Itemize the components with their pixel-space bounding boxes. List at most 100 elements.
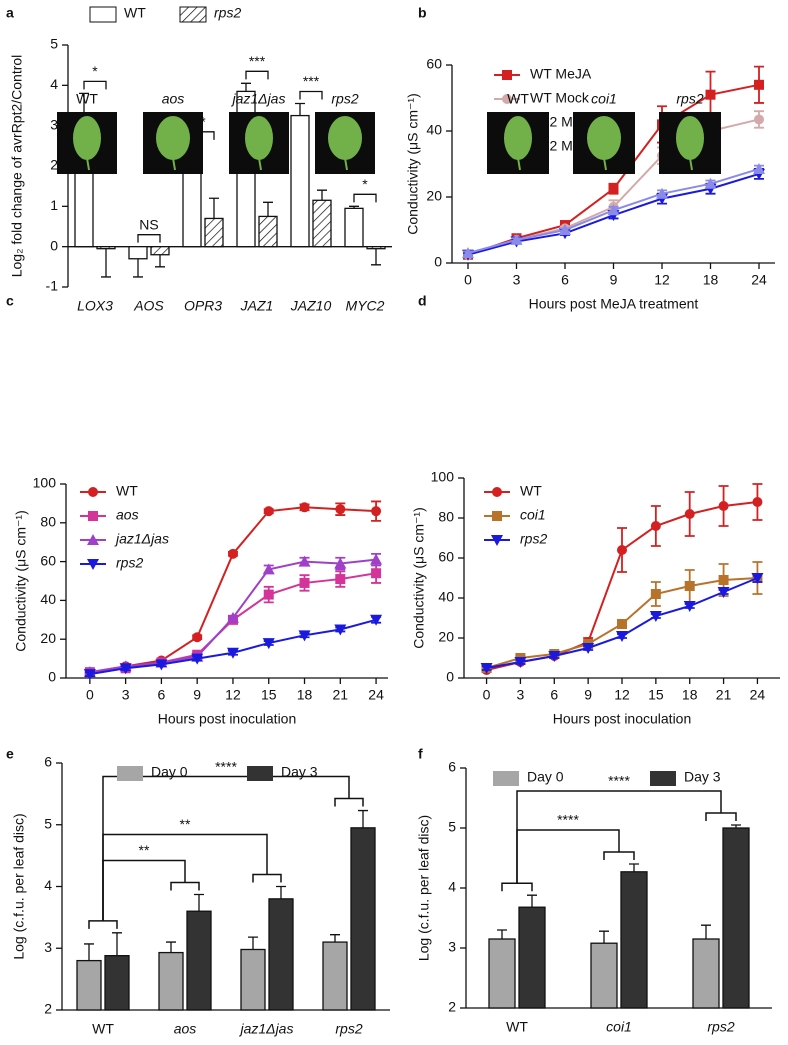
data-point (227, 548, 238, 559)
y-tick-label: 5 (50, 36, 58, 52)
data-point (192, 632, 203, 643)
legend-marker (502, 94, 512, 104)
y-axis-label: Conductivity (μS cm⁻¹) (411, 507, 427, 648)
x-tick-label: 6 (561, 272, 569, 288)
legend-label: Day 3 (281, 764, 318, 780)
y-tick-label: 3 (50, 116, 58, 132)
y-axis-label: Log (c.f.u. per leaf disc) (416, 815, 432, 961)
group-brace (603, 851, 635, 860)
leaf (587, 116, 621, 160)
bar (488, 938, 516, 1009)
y-axis-label: Log (c.f.u. per leaf disc) (11, 813, 27, 959)
leaf-stem (344, 157, 348, 171)
data-point (371, 506, 382, 517)
data-point (480, 663, 493, 674)
legend-label: Day 0 (527, 769, 564, 785)
data-point (370, 614, 383, 626)
legend-marker (502, 70, 512, 80)
y-tick-label: 5 (44, 815, 52, 831)
legend-label: Day 3 (684, 769, 721, 785)
y-tick-label: 60 (40, 552, 56, 568)
y-tick-label: -1 (46, 278, 59, 294)
significance-label: *** (249, 53, 266, 69)
comparison-label: **** (557, 812, 579, 828)
legend-marker (87, 534, 99, 545)
data-point (616, 631, 628, 642)
x-tick-label: 15 (648, 687, 664, 703)
legend-label: rps2 (520, 531, 547, 547)
bar (350, 827, 376, 1011)
significance-bracket (137, 234, 161, 243)
x-tick-label: 6 (158, 687, 166, 703)
data-point (334, 624, 347, 636)
bar (258, 215, 278, 248)
photo-label: rps2 (331, 91, 358, 107)
x-tick-label: 15 (261, 687, 277, 703)
data-point (262, 638, 275, 650)
bar (344, 207, 364, 248)
legend-label: WT (116, 483, 138, 499)
y-tick-label: 40 (40, 591, 56, 607)
legend-label: WT Mock (530, 90, 590, 106)
y-tick-label: 0 (434, 254, 442, 270)
legend-marker (88, 511, 98, 521)
x-tick-label: 3 (122, 687, 130, 703)
x-tick-label: coi1 (606, 1019, 632, 1035)
y-tick-label: 6 (44, 754, 52, 770)
error-bar (371, 248, 381, 266)
x-tick-label: 9 (610, 272, 618, 288)
x-tick-label: 21 (716, 687, 732, 703)
x-tick-label: 0 (483, 687, 491, 703)
legend-swatch (247, 766, 273, 781)
leaf (73, 116, 101, 160)
x-tick-label: 9 (584, 687, 592, 703)
x-tick-label: WT (92, 1021, 114, 1037)
x-tick-label: rps2 (335, 1021, 362, 1037)
photo-label: jaz1Δjas (231, 91, 286, 107)
legend-label: WT (520, 483, 542, 499)
error-bar (248, 936, 258, 950)
bar (620, 871, 648, 1009)
bar (204, 217, 224, 248)
x-tick-label: 6 (550, 687, 558, 703)
significance-bracket (83, 80, 107, 90)
y-tick-label: 20 (426, 188, 442, 204)
x-tick-label: OPR3 (184, 298, 222, 314)
leaf (156, 116, 190, 160)
data-point (510, 233, 523, 245)
data-point (718, 575, 729, 585)
data-point (514, 657, 527, 668)
group-brace (252, 873, 282, 883)
significance-label: * (362, 176, 368, 192)
error-bar (317, 189, 327, 201)
error-bar (330, 934, 340, 943)
bar (518, 906, 546, 1009)
x-tick-label: 18 (297, 687, 313, 703)
error-bar (241, 82, 251, 92)
bar (76, 959, 102, 1011)
photo-label: WT (76, 91, 98, 107)
x-tick-label: 21 (333, 687, 349, 703)
comparison-label: **** (608, 773, 630, 789)
y-tick-label: 6 (448, 759, 456, 775)
x-tick-label: 3 (513, 272, 521, 288)
panel-letter: b (418, 5, 427, 21)
data-point (608, 183, 619, 194)
bar (312, 199, 332, 248)
data-point (617, 545, 627, 555)
group-brace (170, 881, 200, 891)
y-tick-label: 80 (40, 514, 56, 530)
data-point (335, 504, 346, 515)
y-tick-label: 1 (50, 197, 58, 213)
legend-label: Day 0 (151, 764, 188, 780)
x-tick-label: 24 (368, 687, 384, 703)
comparison-label: **** (215, 758, 237, 774)
error-bar (527, 894, 537, 908)
bar (96, 246, 116, 250)
bar (158, 951, 184, 1011)
leaf-stem (258, 157, 262, 171)
y-tick-label: 3 (44, 939, 52, 955)
y-tick-label: 100 (33, 475, 57, 491)
legend-swatch (179, 6, 207, 23)
